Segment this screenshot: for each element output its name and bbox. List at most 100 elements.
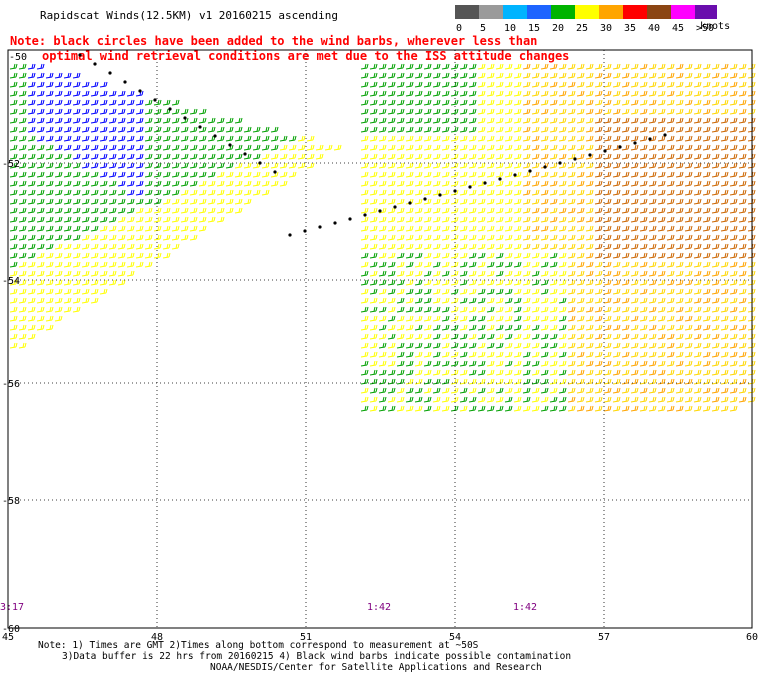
wind-barb (603, 369, 612, 376)
wind-barb (603, 351, 612, 358)
wind-barb (99, 99, 108, 106)
wind-barb (684, 108, 693, 115)
wind-barb (459, 333, 468, 340)
wind-barb (45, 171, 54, 178)
wind-barb (396, 171, 405, 178)
wind-barb (117, 99, 126, 106)
wind-barb (594, 396, 603, 403)
wind-barb (531, 144, 540, 151)
wind-barb (72, 279, 81, 286)
wind-barb (531, 162, 540, 169)
wind-barb (630, 270, 639, 277)
wind-barb (162, 198, 171, 205)
wind-barb (576, 189, 585, 196)
wind-barb (117, 243, 126, 250)
wind-barb (513, 369, 522, 376)
wind-barb (612, 207, 621, 214)
wind-barb (666, 351, 675, 358)
wind-barb (459, 324, 468, 331)
wind-barb (567, 405, 576, 412)
wind-barb (477, 234, 486, 241)
wind-barb (126, 225, 135, 232)
wind-barb (441, 162, 450, 169)
wind-barb (540, 279, 549, 286)
wind-barb (450, 126, 459, 133)
wind-barb (666, 99, 675, 106)
wind-barb (387, 288, 396, 295)
wind-barb (441, 171, 450, 178)
wind-barb (54, 243, 63, 250)
wind-barb (648, 333, 657, 340)
wind-barb (234, 162, 243, 169)
wind-barb (369, 117, 378, 124)
wind-barb (702, 90, 711, 97)
wind-barb (567, 72, 576, 79)
wind-barb (396, 153, 405, 160)
wind-barb (90, 90, 99, 97)
wind-barb (396, 99, 405, 106)
wind-barb (666, 297, 675, 304)
wind-barb (198, 180, 207, 187)
wind-barb (549, 369, 558, 376)
wind-barb (9, 90, 18, 97)
wind-barb (423, 360, 432, 367)
wind-barb (279, 144, 288, 151)
wind-barb (99, 189, 108, 196)
wind-barb (684, 81, 693, 88)
wind-barb (702, 189, 711, 196)
wind-barb (567, 342, 576, 349)
wind-barb (360, 342, 369, 349)
wind-barb (378, 117, 387, 124)
wind-barb (396, 360, 405, 367)
wind-barb (540, 144, 549, 151)
contamination-circle (408, 201, 412, 205)
wind-barb (702, 108, 711, 115)
wind-barb (180, 162, 189, 169)
wind-barb (126, 252, 135, 259)
wind-barb (450, 315, 459, 322)
wind-barb (63, 99, 72, 106)
wind-barb (621, 63, 630, 70)
wind-barb (567, 144, 576, 151)
wind-barb (684, 207, 693, 214)
wind-barb (63, 198, 72, 205)
wind-barb (504, 297, 513, 304)
wind-barb (45, 117, 54, 124)
wind-barb (414, 216, 423, 223)
wind-barb (441, 351, 450, 358)
wind-barb (531, 315, 540, 322)
wind-barb (675, 279, 684, 286)
wind-barb (576, 378, 585, 385)
wind-barb (693, 126, 702, 133)
wind-barb (108, 90, 117, 97)
wind-barb (648, 252, 657, 259)
wind-barb (288, 144, 297, 151)
wind-barb (576, 72, 585, 79)
wind-barb (387, 405, 396, 412)
wind-barb (360, 234, 369, 241)
wind-barb (432, 333, 441, 340)
wind-barb (234, 171, 243, 178)
wind-barb (297, 153, 306, 160)
wind-barb (423, 378, 432, 385)
wind-barb (666, 360, 675, 367)
wind-barb (549, 360, 558, 367)
wind-barb (531, 306, 540, 313)
wind-barb (720, 72, 729, 79)
wind-barb (468, 288, 477, 295)
wind-barb (216, 144, 225, 151)
wind-barb (504, 342, 513, 349)
wind-barb (387, 270, 396, 277)
wind-barb (702, 387, 711, 394)
warning-note-line2: optimal wind retrieval conditions are me… (42, 49, 570, 63)
wind-barb (279, 180, 288, 187)
wind-barb (495, 135, 504, 142)
wind-barb (567, 369, 576, 376)
wind-barb (387, 369, 396, 376)
wind-barb (423, 243, 432, 250)
x-tick-label: 45 (2, 632, 14, 640)
wind-barb (711, 216, 720, 223)
wind-barb (441, 216, 450, 223)
wind-barb (441, 261, 450, 268)
wind-barb (639, 162, 648, 169)
